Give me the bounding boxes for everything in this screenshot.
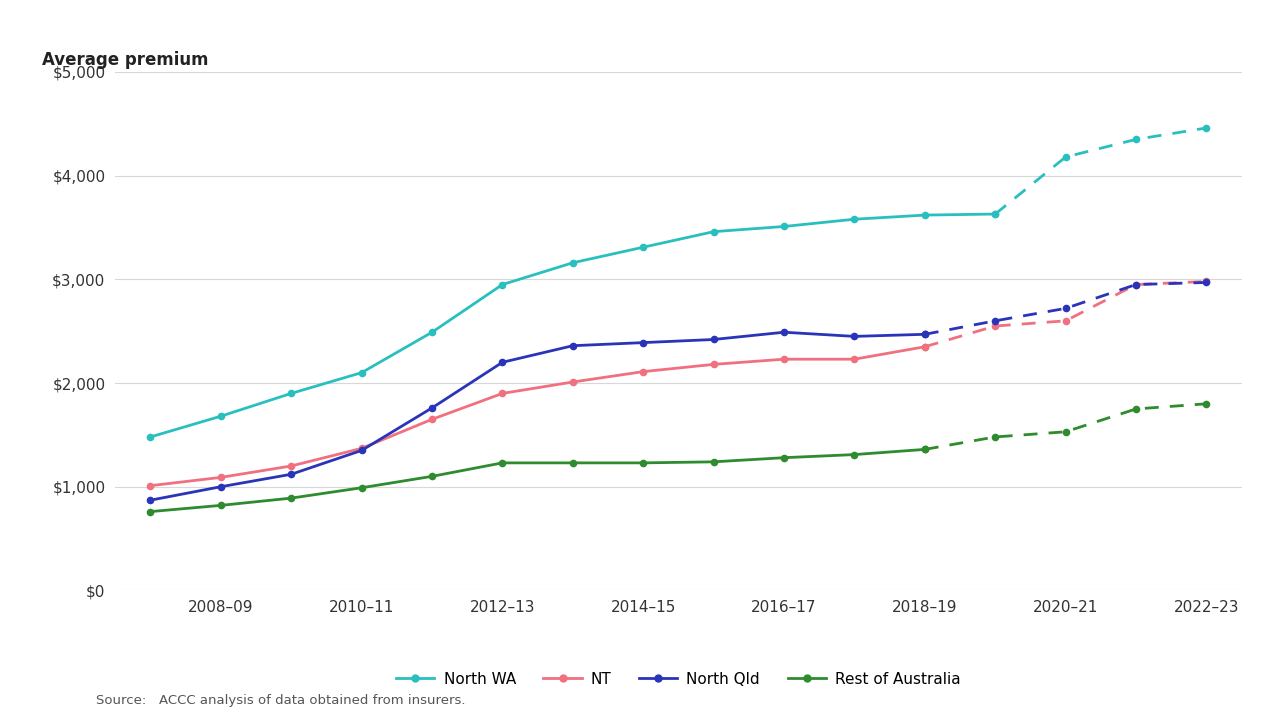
Text: Average premium: Average premium bbox=[42, 51, 209, 69]
Legend: North WA, NT, North Qld, Rest of Australia: North WA, NT, North Qld, Rest of Austral… bbox=[390, 665, 966, 693]
Text: Source:   ACCC analysis of data obtained from insurers.: Source: ACCC analysis of data obtained f… bbox=[96, 694, 466, 707]
